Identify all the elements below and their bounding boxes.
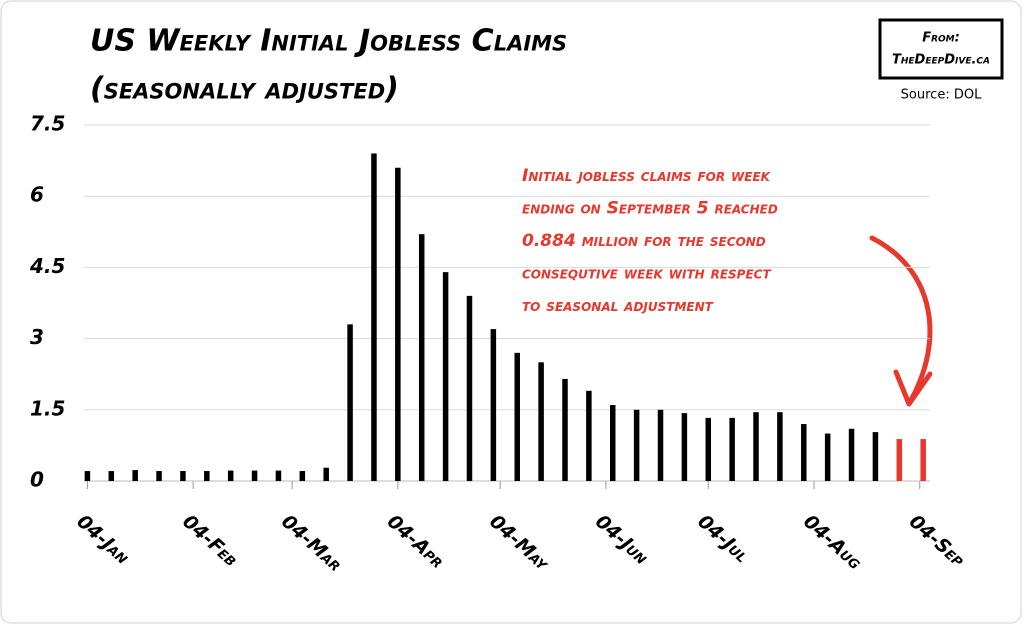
bar: [896, 439, 903, 481]
bar: [872, 432, 879, 481]
credit-box: [878, 18, 1004, 80]
bar: [848, 428, 855, 481]
bar: [204, 471, 210, 481]
arrow-head: [893, 369, 933, 407]
bar: [705, 417, 712, 481]
annotation: consequtive week with respect: [522, 264, 771, 284]
bar: [490, 329, 497, 481]
bar: [251, 470, 258, 481]
bar: [538, 362, 544, 481]
bar: [418, 234, 425, 481]
bar: [108, 471, 115, 481]
chart-title: US Weekly Initial Jobless Claims: [90, 24, 567, 59]
arrow: [869, 235, 933, 405]
y-tick-label: 3: [30, 325, 44, 349]
annotation: ending on September 5 reached: [522, 199, 778, 219]
bar: [824, 433, 831, 481]
bar: [323, 467, 329, 481]
y-tick-label: 0: [30, 468, 44, 492]
bar: [657, 409, 664, 481]
bar: [180, 471, 186, 481]
y-tick-label: 1.5: [30, 396, 65, 420]
bar: [801, 424, 807, 481]
bar: [681, 413, 688, 481]
bar: [610, 405, 616, 481]
bar: [395, 167, 401, 481]
credit-line: TheDeepDive.ca: [892, 53, 990, 68]
y-tick-label: 6: [30, 183, 44, 207]
annotation: Initial jobless claims for week: [522, 166, 772, 186]
bar: [442, 272, 449, 481]
bar: [299, 471, 306, 481]
bar: [227, 470, 234, 481]
bar: [156, 471, 162, 481]
bar: [753, 412, 759, 481]
annotation: to seasonal adjustment: [522, 296, 714, 316]
bar: [514, 352, 520, 481]
bar: [466, 295, 473, 481]
bar: [275, 470, 282, 481]
credit-line: From:: [922, 31, 960, 46]
bar: [371, 153, 377, 482]
bar: [562, 378, 568, 481]
annotation: 0.884 million for the second: [522, 231, 766, 251]
bar: [920, 439, 926, 481]
bar: [729, 417, 735, 481]
bar: [633, 409, 640, 481]
bar: [132, 470, 138, 481]
y-tick-label: 7.5: [30, 112, 65, 136]
source: Source: DOL: [901, 88, 982, 103]
bar: [586, 390, 592, 481]
bar: [347, 324, 353, 481]
chart-subtitle: (seasonally adjusted): [90, 72, 399, 107]
bar: [777, 412, 783, 481]
bar: [84, 471, 91, 481]
y-tick-label: 4.5: [29, 254, 65, 278]
